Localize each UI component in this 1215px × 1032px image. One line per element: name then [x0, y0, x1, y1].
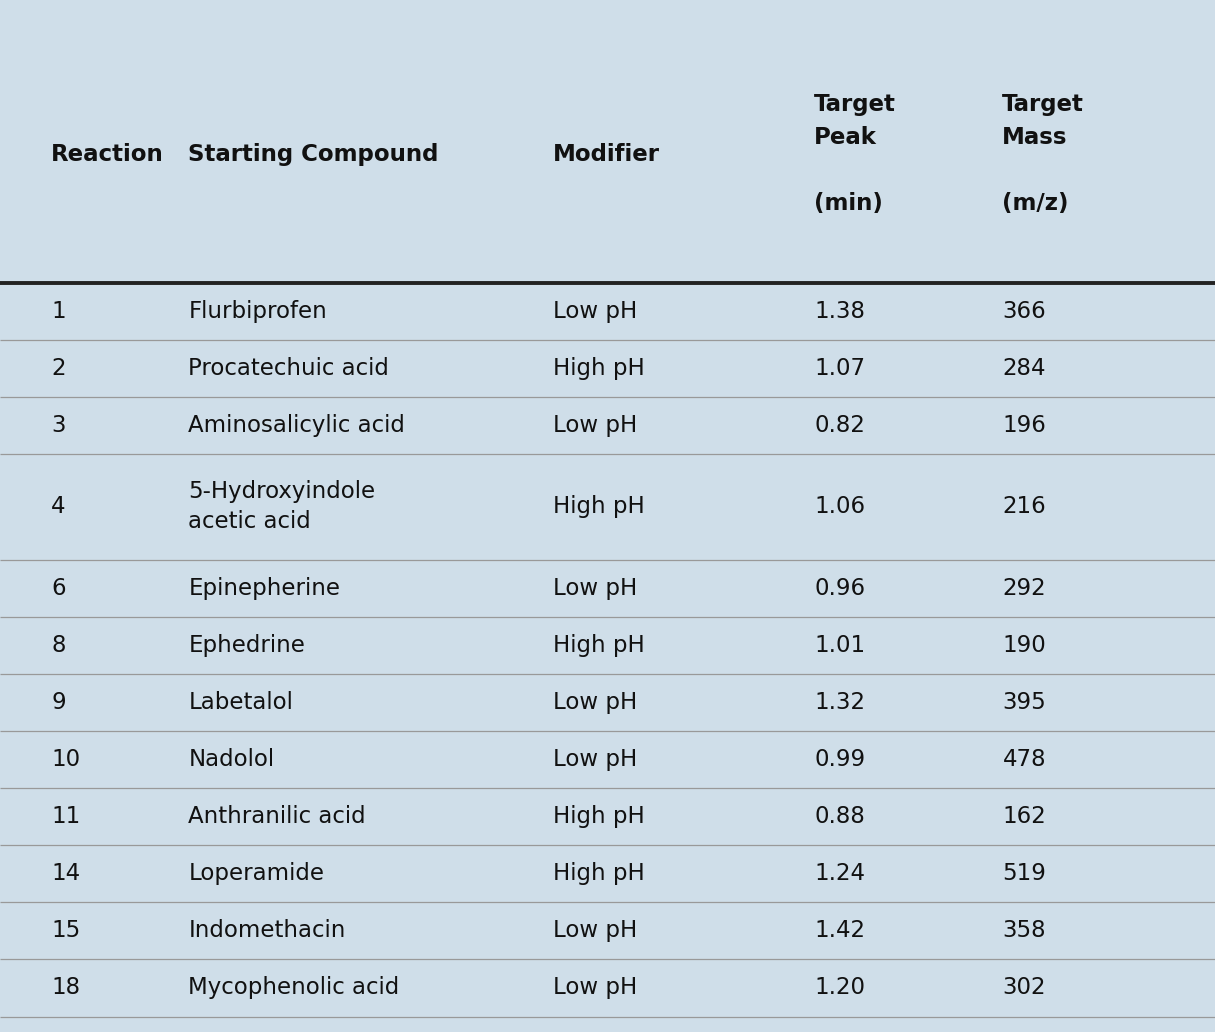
Text: 1.07: 1.07: [814, 357, 865, 380]
Text: 15: 15: [51, 920, 80, 942]
Text: Modifier: Modifier: [553, 142, 660, 166]
Text: 519: 519: [1002, 863, 1046, 885]
Text: 284: 284: [1002, 357, 1046, 380]
Text: Low pH: Low pH: [553, 577, 637, 600]
Text: Low pH: Low pH: [553, 920, 637, 942]
Text: Nadolol: Nadolol: [188, 748, 275, 771]
Text: 3: 3: [51, 414, 66, 437]
Text: 1: 1: [51, 300, 66, 323]
Text: Anthranilic acid: Anthranilic acid: [188, 805, 366, 828]
Text: Low pH: Low pH: [553, 976, 637, 999]
Text: 4: 4: [51, 495, 66, 518]
Text: Epinepherine: Epinepherine: [188, 577, 340, 600]
Text: 1.20: 1.20: [814, 976, 865, 999]
Text: Reaction: Reaction: [51, 142, 164, 166]
Text: 6: 6: [51, 577, 66, 600]
Text: 395: 395: [1002, 691, 1046, 714]
Text: 0.82: 0.82: [814, 414, 865, 437]
Text: 18: 18: [51, 976, 80, 999]
Text: 0.96: 0.96: [814, 577, 865, 600]
Text: 2: 2: [51, 357, 66, 380]
Text: Aminosalicylic acid: Aminosalicylic acid: [188, 414, 405, 437]
Text: 10: 10: [51, 748, 80, 771]
Text: 366: 366: [1002, 300, 1046, 323]
Text: 1.06: 1.06: [814, 495, 865, 518]
Text: Mycophenolic acid: Mycophenolic acid: [188, 976, 400, 999]
Text: Starting Compound: Starting Compound: [188, 142, 439, 166]
Text: 1.01: 1.01: [814, 634, 865, 656]
Text: Target
Mass

(m/z): Target Mass (m/z): [1002, 94, 1084, 215]
Text: Flurbiprofen: Flurbiprofen: [188, 300, 327, 323]
Text: Low pH: Low pH: [553, 300, 637, 323]
Text: 216: 216: [1002, 495, 1046, 518]
Text: 5-Hydroxyindole
acetic acid: 5-Hydroxyindole acetic acid: [188, 480, 375, 534]
Text: Low pH: Low pH: [553, 748, 637, 771]
Text: Low pH: Low pH: [553, 414, 637, 437]
Text: 8: 8: [51, 634, 66, 656]
Text: High pH: High pH: [553, 634, 645, 656]
Text: Ephedrine: Ephedrine: [188, 634, 305, 656]
Text: 162: 162: [1002, 805, 1046, 828]
Text: High pH: High pH: [553, 495, 645, 518]
Text: High pH: High pH: [553, 357, 645, 380]
Text: 11: 11: [51, 805, 80, 828]
Text: Target
Peak

(min): Target Peak (min): [814, 94, 895, 215]
Text: 302: 302: [1002, 976, 1046, 999]
Text: 1.24: 1.24: [814, 863, 865, 885]
Text: 292: 292: [1002, 577, 1046, 600]
Text: 478: 478: [1002, 748, 1046, 771]
Text: 1.32: 1.32: [814, 691, 865, 714]
Text: 196: 196: [1002, 414, 1046, 437]
Text: 190: 190: [1002, 634, 1046, 656]
Text: 358: 358: [1002, 920, 1046, 942]
Text: High pH: High pH: [553, 805, 645, 828]
Text: 9: 9: [51, 691, 66, 714]
Text: 0.99: 0.99: [814, 748, 865, 771]
Text: Labetalol: Labetalol: [188, 691, 293, 714]
Text: Loperamide: Loperamide: [188, 863, 324, 885]
Text: High pH: High pH: [553, 863, 645, 885]
Text: Procatechuic acid: Procatechuic acid: [188, 357, 389, 380]
Text: Indomethacin: Indomethacin: [188, 920, 346, 942]
Text: Low pH: Low pH: [553, 691, 637, 714]
Text: 14: 14: [51, 863, 80, 885]
Text: 1.42: 1.42: [814, 920, 865, 942]
Text: 0.88: 0.88: [814, 805, 865, 828]
Text: 1.38: 1.38: [814, 300, 865, 323]
